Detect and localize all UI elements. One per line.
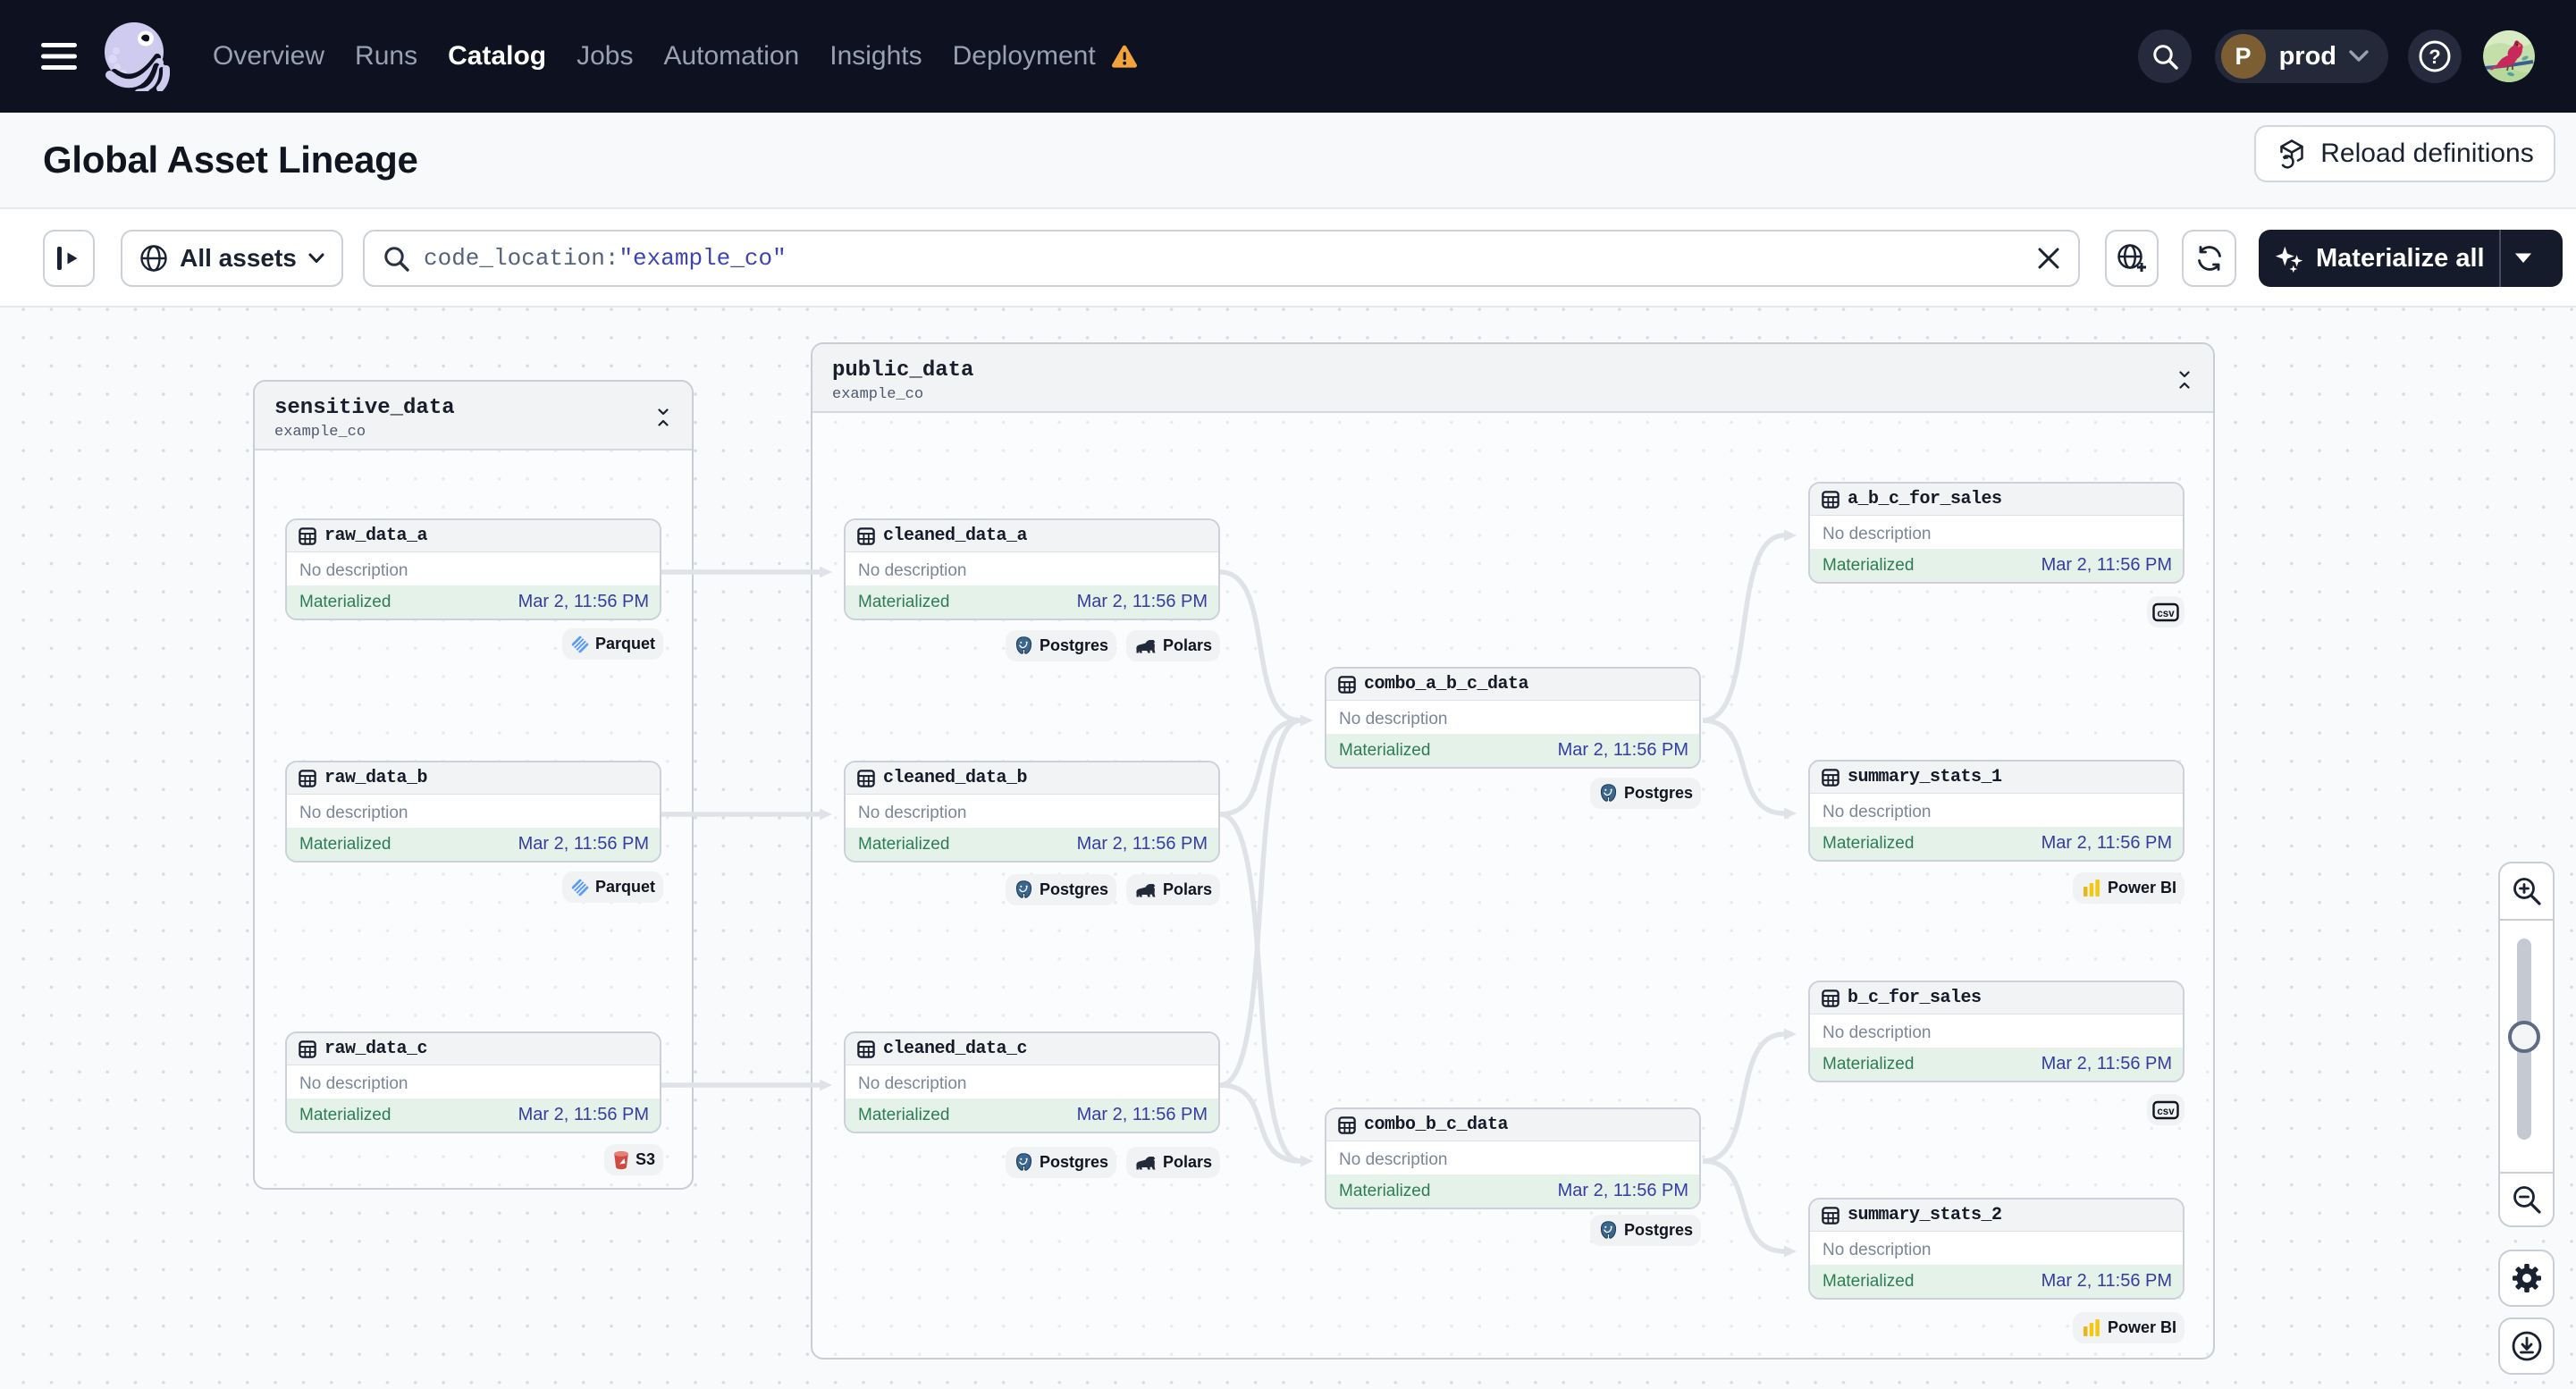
svg-text:?: ? — [2429, 46, 2440, 68]
svg-text:csv: csv — [2157, 609, 2175, 619]
svg-text:csv: csv — [2157, 1107, 2175, 1117]
